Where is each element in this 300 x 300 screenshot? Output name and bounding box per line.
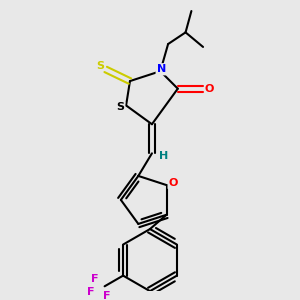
Text: N: N	[157, 64, 166, 74]
Text: F: F	[87, 287, 95, 297]
Text: S: S	[96, 61, 104, 70]
Text: S: S	[116, 102, 124, 112]
Text: F: F	[103, 291, 110, 300]
Text: F: F	[91, 274, 99, 284]
Text: O: O	[204, 84, 214, 94]
Text: H: H	[159, 151, 168, 161]
Text: O: O	[169, 178, 178, 188]
